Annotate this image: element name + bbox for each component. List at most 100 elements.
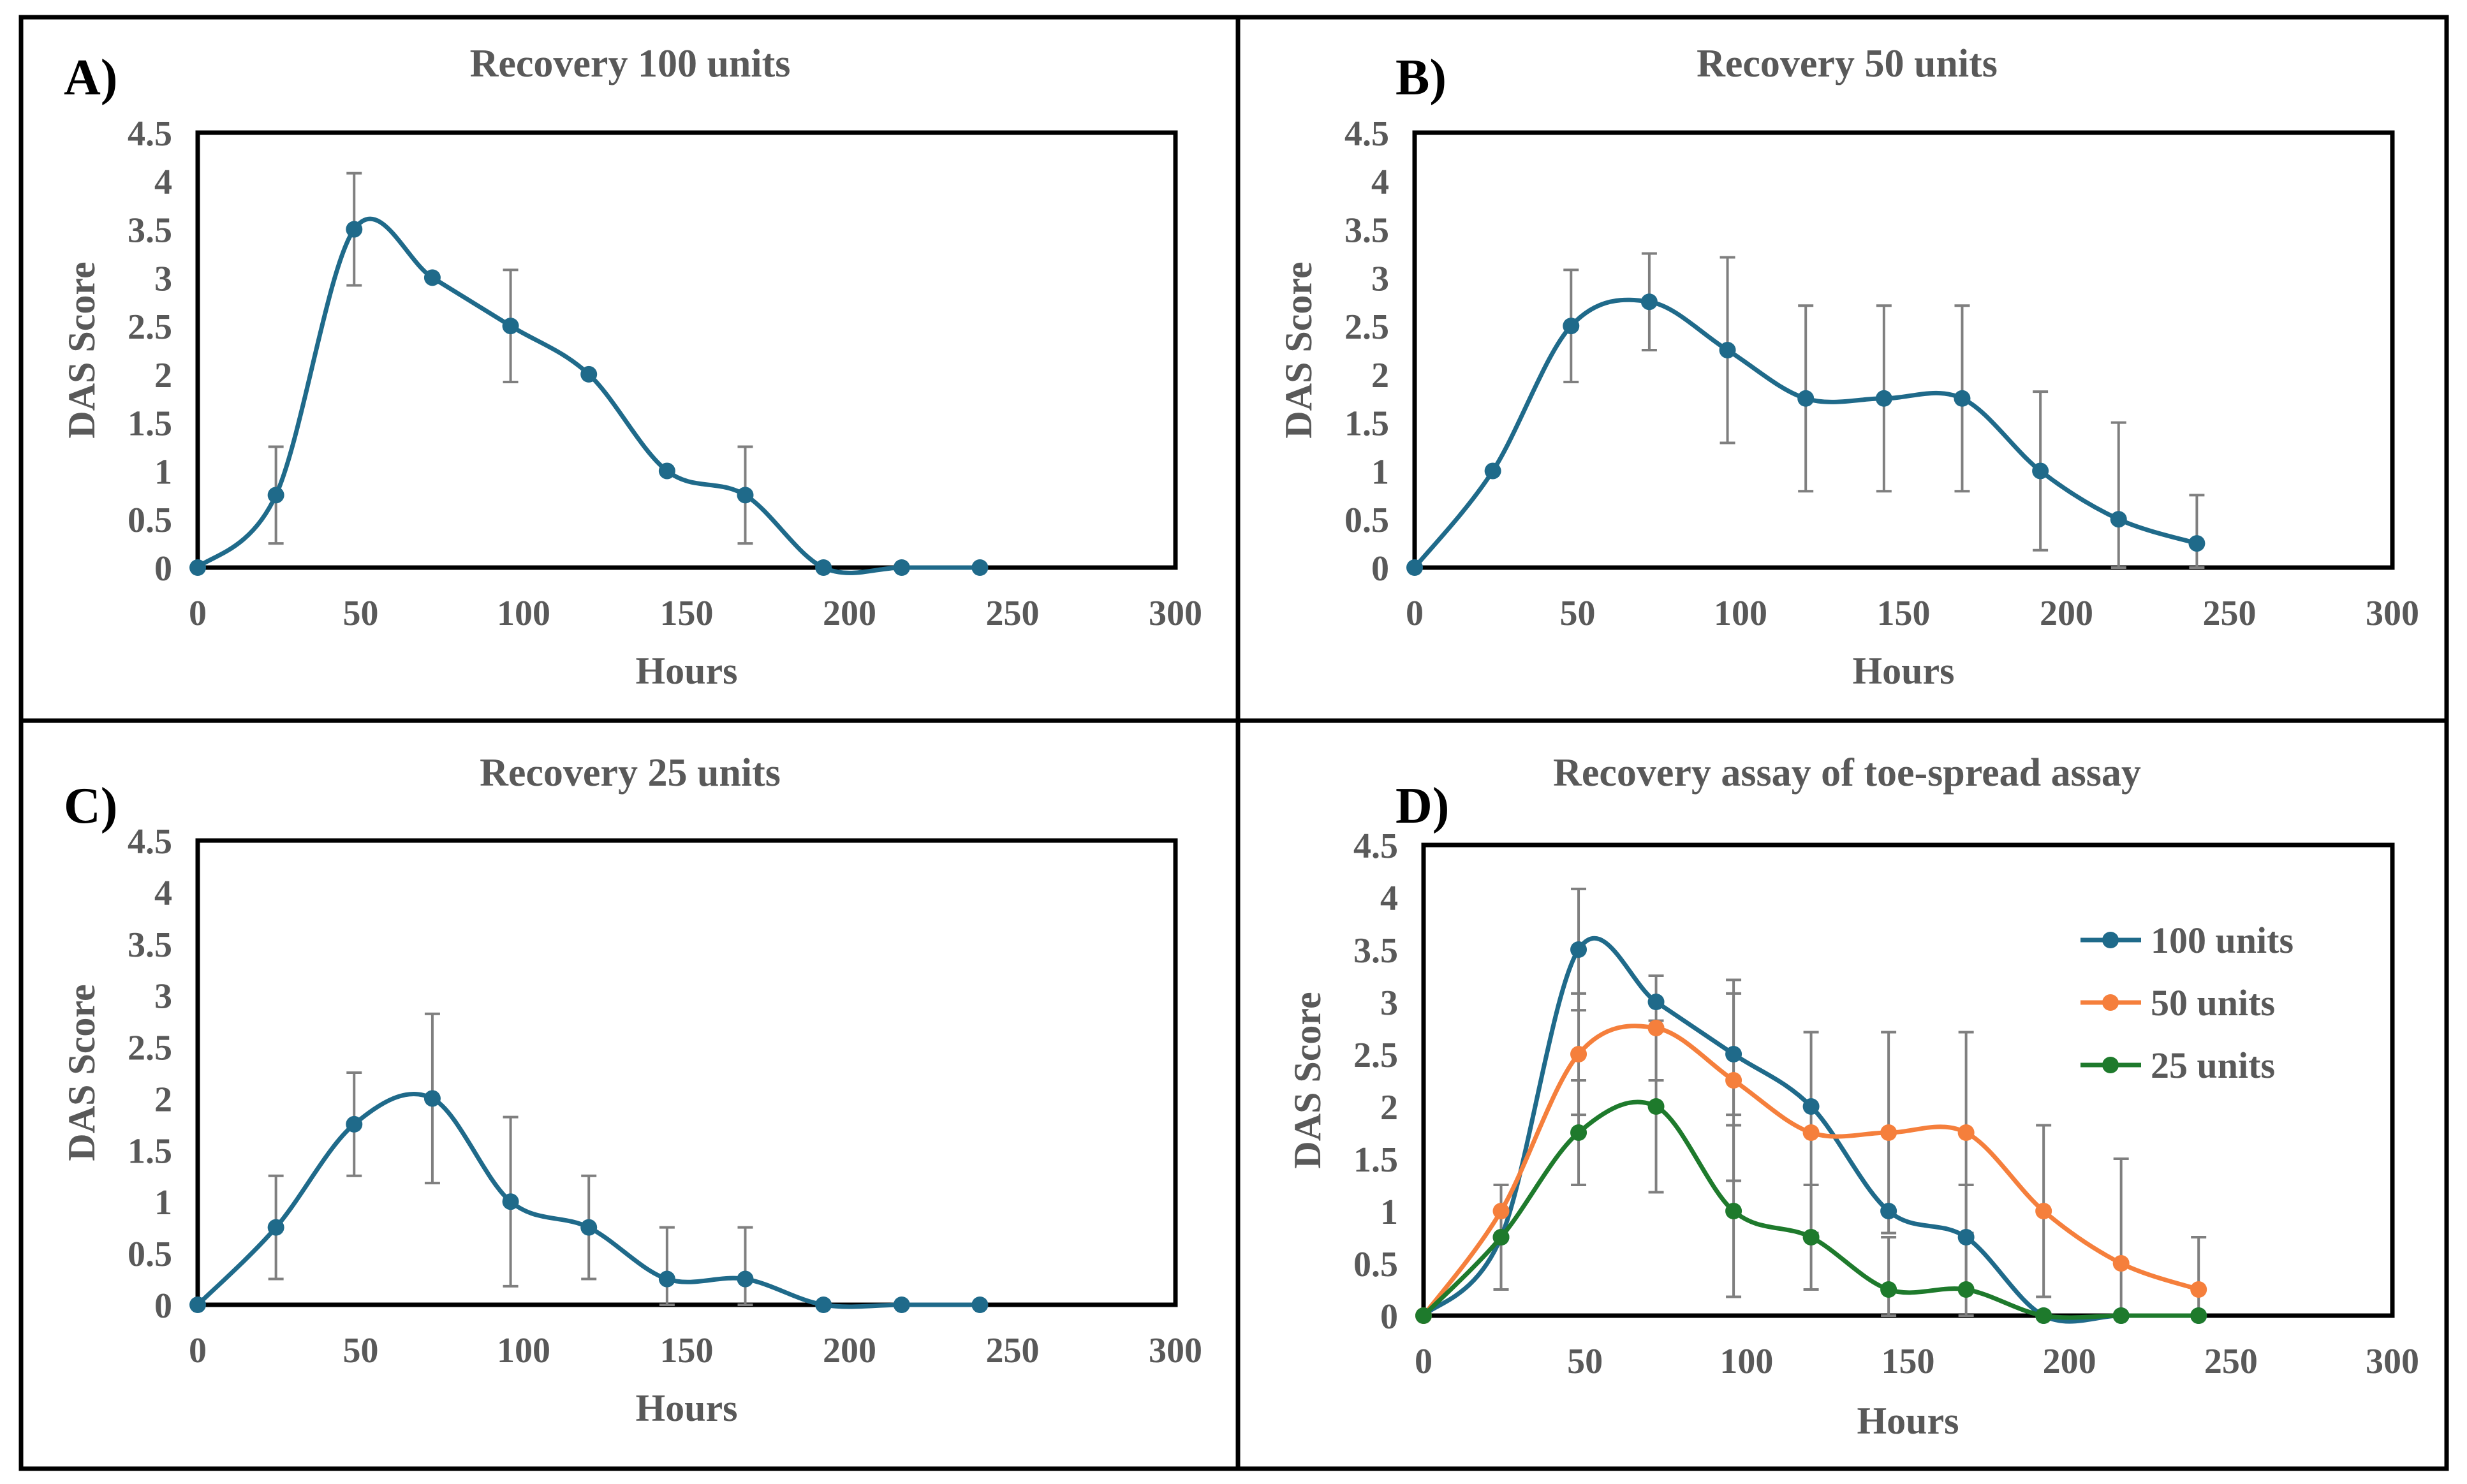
panel-d-data-point	[1957, 1281, 1975, 1298]
panel-b-data-point	[1719, 342, 1736, 358]
panel-a-data-point	[737, 487, 754, 504]
panel-d-data-point	[1415, 1307, 1432, 1324]
panel-c-x-tick-label: 250	[986, 1331, 1040, 1370]
panel-d-legend: 100 units 50 units 25 units	[2080, 920, 2294, 1086]
panel-d-frame	[1235, 718, 2449, 1471]
panel-c-data-point	[580, 1219, 598, 1236]
panel-c-y-axis-label: DAS Score	[61, 984, 103, 1161]
panel-b-plot-area	[1412, 130, 2395, 570]
panel-b-data-point	[1954, 390, 1971, 407]
panel-c-data-point	[971, 1297, 989, 1313]
panel-d-data-point	[1880, 1281, 1897, 1298]
panel-d-data-point	[2112, 1307, 2130, 1324]
panel-b-data-point	[1797, 390, 1815, 407]
panel-a-data-point	[189, 559, 206, 576]
panel-b-y-tick-label: 1.5	[1344, 404, 1389, 444]
panel-b-y-tick-label: 0.5	[1344, 501, 1389, 540]
panel-d-data-point	[1880, 1203, 1897, 1219]
panel-c-error-bar	[737, 1226, 753, 1306]
panel-d-data-point	[1492, 1203, 1510, 1219]
panel-b-y-tick-label: 4.5	[1344, 114, 1389, 154]
panel-b-x-axis-label: Hours	[1852, 650, 1954, 692]
panel-a-plot: 0 0.5 1 1.5 2 2.5 3 3.5 4 4.5 0 50 100 150 200 250 300 Ho…	[61, 114, 1202, 692]
panel-c-data-point	[815, 1297, 832, 1313]
panel-a-data-point	[971, 559, 989, 576]
panel-a-y-tick-label: 1	[154, 452, 172, 492]
panel-d-data-point	[1647, 1098, 1665, 1115]
panel-c-letter: C)	[64, 778, 117, 834]
panel-d-data-point	[1647, 1020, 1665, 1036]
panel-d-x-tick-label: 200	[2043, 1342, 2096, 1381]
panel-b-data-point	[1563, 318, 1580, 335]
panel-c-data-point	[423, 1090, 441, 1107]
panel-d-y-tick-label: 2	[1380, 1088, 1398, 1128]
panel-a-data-point	[815, 559, 832, 576]
panel-c-y-tick-label: 2.5	[128, 1029, 172, 1068]
panel-b-y-tick-label: 1	[1371, 452, 1389, 492]
panel-d-x-tick-label: 150	[1882, 1342, 1935, 1381]
panel-a-data-point	[893, 559, 910, 576]
panel-a-data-point	[423, 269, 441, 286]
panel-d-data-point	[1802, 1098, 1820, 1115]
legend-item: 25 units	[2080, 1045, 2275, 1086]
panel-b-x-tick-label: 200	[2040, 594, 2093, 633]
panel-d-y-tick-label: 0	[1380, 1297, 1398, 1337]
panel-b-y-tick-label: 2	[1371, 356, 1389, 395]
panel-b-x-tick-label: 100	[1714, 594, 1767, 633]
panel-c-data-point	[502, 1193, 519, 1210]
legend-item: 100 units	[2080, 920, 2294, 961]
panel-c-data-point	[893, 1297, 910, 1313]
panel-a-y-tick-label: 4	[154, 163, 172, 202]
panel-b-error-bar	[2189, 494, 2205, 569]
legend-swatch-marker	[2102, 994, 2119, 1011]
legend-label: 50 units	[2151, 982, 2275, 1024]
panel-b-y-tick-label: 0	[1371, 549, 1389, 589]
panel-d-data-point	[1802, 1229, 1820, 1245]
panel-b-x-tick-label: 300	[2366, 594, 2419, 633]
panel-d-y-tick-label: 3	[1380, 983, 1398, 1023]
panel-c-y-tick-label: 0	[154, 1286, 172, 1326]
panel-c-y-tick-label: 4	[154, 874, 172, 913]
panel-d-data-point	[2190, 1307, 2207, 1324]
panel-b-y-tick-label: 2.5	[1344, 307, 1389, 347]
panel-d-x-tick-label: 250	[2204, 1342, 2258, 1381]
panel-b-y-tick-label: 4	[1371, 163, 1389, 202]
panel-d-data-point	[1570, 1124, 1587, 1141]
panel-b-letter: B)	[1396, 50, 1447, 106]
legend-swatch-marker	[2102, 932, 2119, 948]
panel-d-error-bar	[1881, 1236, 1897, 1317]
panel-c-data-point	[267, 1219, 284, 1236]
panel-a-y-tick-label: 1.5	[128, 404, 172, 444]
panel-d-y-tick-label: 1	[1380, 1193, 1398, 1232]
legend-label: 100 units	[2151, 920, 2294, 961]
panel-a-x-tick-label: 150	[660, 594, 714, 633]
panel-b-title: Recovery 50 units	[1697, 42, 1998, 85]
panel-c-error-bar	[659, 1226, 675, 1306]
panel-b-data-point	[1640, 293, 1658, 311]
panel-d-plot: 0 0.5 1 1.5 2 2.5 3 3.5 4 4.5 0 50 100 150 200 250 300 Ho…	[1286, 826, 2419, 1442]
panel-a-data-point	[502, 318, 519, 335]
panel-b-plot: 0 0.5 1 1.5 2 2.5 3 3.5 4 4.5 0 50 100 150 200 250 300 Ho…	[1278, 114, 2419, 692]
panel-d-data-point	[1880, 1124, 1897, 1141]
panel-d-series-line-50-units	[1422, 1024, 2200, 1318]
panel-d-x-tick-label: 0	[1415, 1342, 1432, 1381]
panel-a-data-point	[658, 462, 675, 480]
panel-d-data-point	[2190, 1281, 2207, 1298]
panel-b-x-tick-label: 250	[2203, 594, 2257, 633]
panel-c: C) Recovery 25 units 0 0.5 1 1.5 2 2.5 3 3.5 4 4.…	[61, 751, 1202, 1429]
panel-a-y-tick-label: 3.5	[128, 211, 172, 251]
panel-c-y-tick-label: 4.5	[128, 822, 172, 862]
panel-a-x-tick-label: 0	[189, 594, 207, 633]
panel-a-data-point	[267, 487, 284, 504]
panel-b-x-tick-label: 0	[1406, 594, 1424, 633]
panel-d-y-tick-label: 0.5	[1353, 1245, 1398, 1284]
panel-d-y-tick-label: 1.5	[1353, 1140, 1398, 1180]
panel-a-x-tick-label: 200	[823, 594, 876, 633]
panel-a-y-tick-label: 3	[154, 259, 172, 298]
panel-b-y-tick-label: 3.5	[1344, 211, 1389, 251]
panel-a-title: Recovery 100 units	[470, 42, 791, 85]
panel-d-data-point	[1802, 1124, 1820, 1141]
panel-d-data-point	[1725, 1072, 1742, 1089]
panel-d-letter: D)	[1396, 778, 1449, 834]
